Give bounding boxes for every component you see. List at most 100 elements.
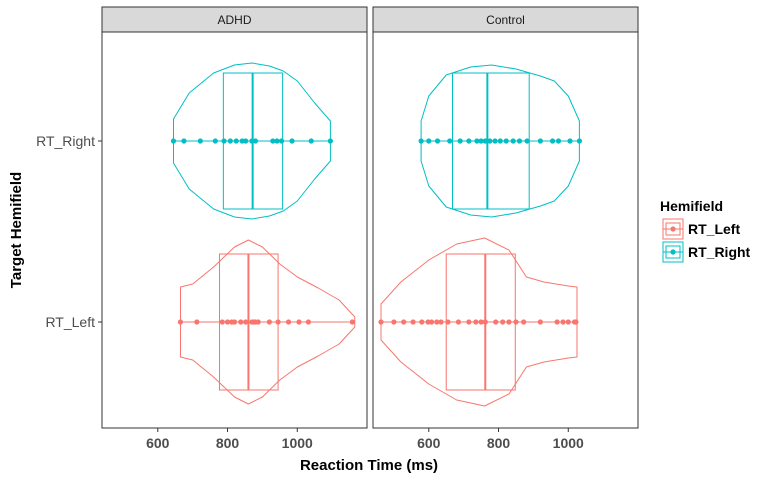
group-rt-right [170, 62, 333, 220]
data-point [506, 319, 512, 325]
legend-item-rt-left: RT_Left [662, 218, 740, 240]
data-point [521, 319, 527, 325]
data-point [243, 319, 249, 325]
data-point [560, 319, 566, 325]
data-point [513, 319, 519, 325]
data-point [554, 319, 560, 325]
y-axis: RT_Left RT_Right [36, 133, 102, 330]
panel-strip [372, 6, 639, 33]
panel-area [101, 31, 368, 429]
data-point [285, 319, 292, 325]
data-point [278, 138, 285, 144]
data-point [438, 319, 444, 325]
data-point [197, 138, 203, 144]
legend: Hemifield RT_Left RT_Right [660, 198, 751, 263]
x-tick-label: 600 [417, 435, 441, 451]
panel-adhd: ADHD [101, 6, 368, 429]
data-point [447, 138, 453, 144]
data-point [497, 138, 503, 144]
data-point [473, 319, 479, 325]
data-point [537, 138, 543, 144]
data-point [231, 319, 238, 325]
x-axis: 600 800 1000 600 800 1000 [146, 428, 584, 451]
data-point [493, 319, 499, 325]
data-point [455, 319, 462, 325]
legend-key-point [670, 249, 676, 255]
data-point [378, 319, 384, 325]
violin [380, 237, 578, 407]
data-point [492, 138, 498, 144]
y-tick-label: RT_Right [36, 133, 95, 149]
panel-strip-label: Control [486, 13, 525, 27]
y-tick-label: RT_Left [45, 314, 95, 330]
data-point [503, 138, 509, 144]
data-point [327, 138, 333, 144]
data-point [266, 319, 272, 325]
data-point [233, 138, 239, 144]
data-point [274, 138, 280, 144]
data-point [510, 138, 516, 144]
legend-item-rt-right: RT_Right [662, 241, 751, 263]
panel-control: Control [372, 6, 639, 429]
data-point [289, 138, 295, 144]
data-point [255, 319, 261, 325]
data-point [434, 319, 440, 325]
data-point [308, 138, 314, 144]
legend-items: RT_Left RT_Right [662, 218, 751, 263]
data-point [181, 138, 187, 144]
data-point [466, 138, 472, 144]
data-point [478, 138, 484, 144]
data-point [482, 319, 488, 325]
data-point [410, 319, 416, 325]
data-point [482, 138, 488, 144]
data-point [194, 319, 200, 325]
x-tick-label: 800 [216, 435, 240, 451]
data-point [270, 138, 276, 144]
panels-layer: ADHD Control [101, 6, 639, 429]
panel-strip-label: ADHD [217, 13, 251, 27]
legend-label: RT_Left [688, 221, 740, 237]
data-point [457, 138, 463, 144]
data-point [549, 138, 556, 144]
legend-title: Hemifield [660, 198, 723, 214]
data-point [487, 138, 493, 144]
data-point [243, 138, 249, 144]
data-point [555, 138, 562, 144]
data-point [275, 319, 281, 325]
data-point [573, 319, 579, 325]
data-point [537, 319, 543, 325]
data-point [500, 319, 506, 325]
violin [420, 64, 580, 218]
data-point [419, 319, 425, 325]
legend-label: RT_Right [688, 244, 751, 260]
legend-key-point [670, 226, 676, 232]
x-tick-label: 1000 [282, 435, 313, 451]
data-point [221, 138, 227, 144]
data-point [238, 319, 244, 325]
data-point [227, 138, 233, 144]
x-axis-title: Reaction Time (ms) [300, 457, 438, 474]
data-point [224, 319, 231, 325]
x-tick-label: 600 [146, 435, 170, 451]
panel-strip [101, 6, 368, 33]
data-point [426, 138, 432, 144]
data-point [219, 319, 225, 325]
data-point [418, 138, 424, 144]
data-point [576, 138, 583, 144]
data-point [565, 319, 571, 325]
y-axis-title: Target Hemifield [8, 172, 25, 288]
data-point [466, 319, 472, 325]
data-point [177, 319, 184, 325]
x-tick-label: 800 [487, 435, 511, 451]
data-point [170, 138, 177, 144]
data-point [305, 319, 312, 325]
data-point [516, 138, 523, 144]
data-point [434, 138, 441, 144]
x-tick-label: 1000 [553, 435, 584, 451]
data-point [212, 138, 218, 144]
data-point [567, 138, 573, 144]
data-point [478, 319, 484, 325]
data-point [445, 319, 451, 325]
data-point [349, 319, 355, 325]
